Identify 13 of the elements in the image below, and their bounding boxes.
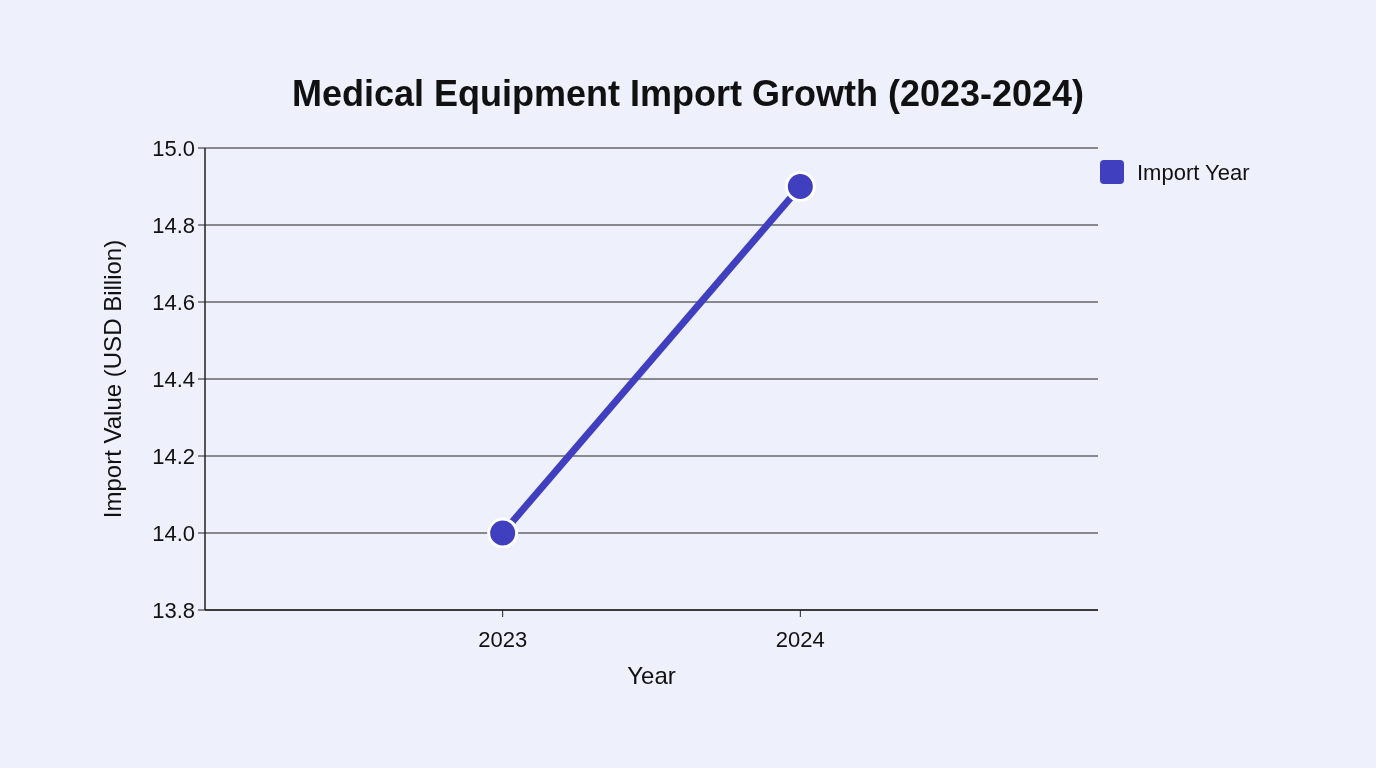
y-tick-label: 14.8 (152, 212, 195, 238)
x-tick-label: 2023 (478, 627, 528, 652)
x-tick-label: 2024 (775, 627, 825, 652)
y-axis-title: Import Value (USD Billion) (99, 239, 126, 519)
chart-title: Medical Equipment Import Growth (2023-2024) (291, 73, 1085, 114)
legend-label: Import Year (1137, 159, 1250, 185)
y-tick-label: 14.4 (152, 366, 195, 392)
y-tick-label: 14.2 (152, 443, 195, 469)
y-tick-label: 13.8 (152, 597, 195, 623)
y-tick-label: 14.0 (152, 520, 195, 546)
y-tick-label: 14.6 (152, 289, 195, 315)
y-tick-label: 15.0 (152, 135, 195, 161)
x-axis-title: Year (627, 662, 676, 689)
